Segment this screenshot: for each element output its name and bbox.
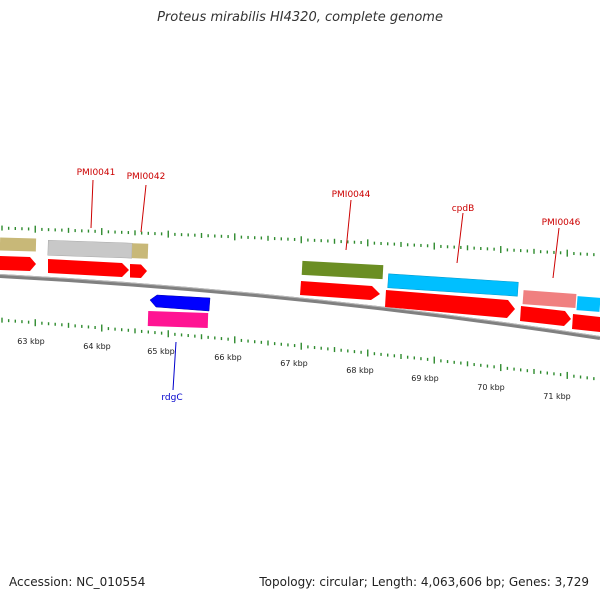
gene-bar-pmi0044 (301, 260, 384, 280)
scale-label: 68 kbp (346, 366, 374, 375)
cds-arrow-pmi0042 (130, 264, 147, 278)
scale-label: 63 kbp (17, 337, 45, 346)
scale-label: 66 kbp (214, 353, 242, 362)
cds-arrow-pmi0046 (520, 306, 571, 326)
gene-label-cpdb: cpdB (452, 204, 475, 214)
scale-label: 67 kbp (280, 359, 308, 368)
partial-gene-bar (0, 237, 37, 252)
gene-label-pmi0046: PMI0046 (542, 218, 581, 228)
partial-cds-arrow-right (572, 314, 600, 332)
cds-bar-rdgc (147, 311, 209, 328)
cds-arrow-pmi0044 (300, 281, 380, 300)
genome-stats: Topology: circular; Length: 4,063,606 bp… (259, 575, 589, 589)
gene-bar-pmi0041 (47, 240, 133, 259)
accession-label: Accession: NC_010554 (9, 575, 146, 589)
scale-labels: 63 kbp 64 kbp 65 kbp 66 kbp 67 kbp 68 kb… (17, 337, 571, 401)
gene-bar-tip-pmi0041 (131, 243, 149, 259)
partial-cds-arrow (0, 256, 36, 271)
gene-label-line-pmi0041 (90, 179, 94, 229)
map-title: Proteus mirabilis HI4320, complete genom… (157, 10, 443, 25)
gene-label-pmi0041: PMI0041 (77, 168, 116, 178)
gene-label-line-pmi0046 (552, 227, 560, 279)
gene-label-pmi0044: PMI0044 (332, 190, 371, 200)
gene-label-line-pmi0042 (140, 184, 147, 233)
scale-label: 71 kbp (543, 392, 571, 401)
scale-label: 70 kbp (477, 383, 505, 392)
gene-label-line-pmi0044 (345, 199, 352, 251)
upper-tick-row (1, 225, 595, 257)
gene-bar-rdgc (149, 294, 211, 312)
cds-arrow-pmi0041 (48, 259, 129, 277)
scale-label: 65 kbp (147, 347, 175, 356)
gene-bar-pmi0046 (522, 290, 577, 308)
gene-label-rdgc: rdgC (161, 393, 182, 403)
genome-backbone (0, 274, 600, 340)
scale-label: 64 kbp (83, 342, 111, 351)
cds-arrow-cpdb (385, 290, 515, 318)
gene-bar-cpdb (387, 273, 519, 297)
lower-tick-row (1, 317, 595, 381)
gene-label-line-cpdb (456, 212, 464, 264)
gene-label-pmi0042: PMI0042 (127, 172, 166, 182)
scale-label: 69 kbp (411, 374, 439, 383)
partial-gene-bar-right (576, 296, 600, 312)
gene-label-line-rdgc (172, 341, 177, 391)
